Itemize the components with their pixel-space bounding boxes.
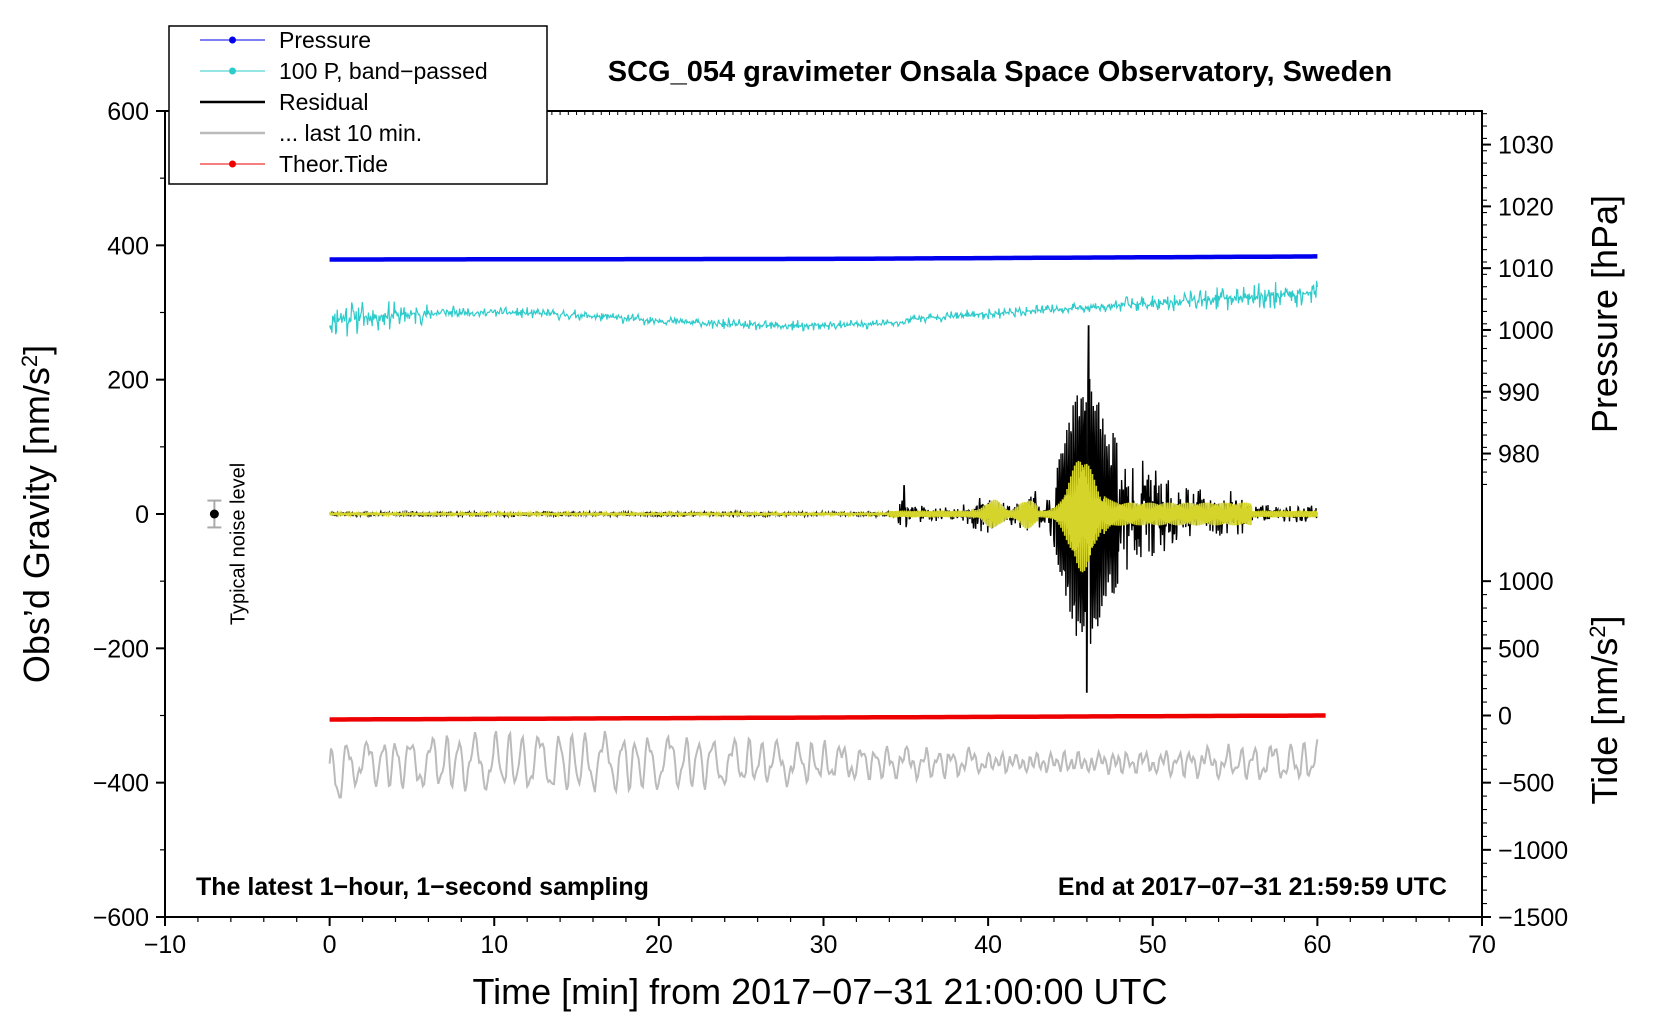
series-theor-tide: [329, 713, 1326, 722]
annotation-sampling: The latest 1−hour, 1−second sampling: [196, 873, 649, 901]
tide-tick-label: 0: [1498, 703, 1512, 731]
y-tick-label: 200: [107, 367, 149, 395]
legend-label: ... last 10 min.: [279, 120, 422, 146]
x-tick-label: 20: [645, 931, 673, 959]
noise-marker-group: Typical noise level: [207, 463, 249, 625]
x-tick-label: 40: [974, 931, 1002, 959]
y-axis-title-tide: Tide [nm/s2]: [1584, 616, 1625, 805]
y-axis-title-gravity-sup: 2: [17, 355, 42, 367]
y-axis-title-gravity-main: Obs’d Gravity [nm/s: [16, 367, 57, 683]
tide-tick-label: −500: [1498, 770, 1554, 798]
noise-point: [209, 509, 219, 519]
legend-items: Pressure 100 P, band−passed Residual ... la…: [200, 27, 488, 177]
series-last-10-min: [328, 730, 1319, 799]
tide-tick-label: 500: [1498, 635, 1540, 663]
series-filtered-residual: [328, 460, 1319, 573]
x-tick-label: 30: [810, 931, 838, 959]
pressure-tick-label: 1010: [1498, 255, 1554, 283]
pressure-tick-label: 990: [1498, 379, 1540, 407]
series-group: [328, 254, 1326, 799]
y-tick-label: 0: [135, 501, 149, 529]
y-tick-label: 600: [107, 98, 149, 126]
y-axis-tide: 1000 500 0 −500 −1000 −1500: [1482, 568, 1568, 932]
tide-tick-label: −1500: [1498, 904, 1568, 932]
annotation-end-time: End at 2017−07−31 21:59:59 UTC: [1058, 873, 1447, 901]
chart-title: SCG_054 gravimeter Onsala Space Observat…: [608, 56, 1392, 88]
pressure-tick-label: 1020: [1498, 193, 1554, 221]
tide-tick-label: 1000: [1498, 568, 1554, 596]
y-axis-title-tide-end: ]: [1584, 616, 1625, 626]
series-band-passed-pressure: [329, 280, 1318, 337]
y-axis-title-pressure: Pressure [hPa]: [1584, 195, 1625, 433]
x-tick-label: 10: [480, 931, 508, 959]
legend-label: Pressure: [279, 27, 371, 53]
x-tick-label: 0: [323, 931, 337, 959]
y-axis-title-gravity: Obs’d Gravity [nm/s2]: [16, 345, 57, 683]
x-axis-title: Time [min] from 2017−07−31 21:00:00 UTC: [472, 971, 1167, 1012]
y-tick-label: −200: [93, 635, 149, 663]
y-tick-label: −600: [93, 904, 149, 932]
pressure-tick-label: 1000: [1498, 317, 1554, 345]
x-tick-label: 60: [1303, 931, 1331, 959]
pressure-tick-label: 980: [1498, 441, 1540, 469]
x-tick-label: 50: [1139, 931, 1167, 959]
legend-marker: [229, 67, 236, 75]
legend: Pressure 100 P, band−passed Residual ... la…: [168, 25, 548, 185]
y-axis-title-tide-main: Tide [nm/s: [1584, 638, 1625, 805]
series-pressure: [329, 254, 1318, 262]
legend-label: Residual: [279, 89, 369, 115]
y-axis-gravity: 600 400 200 0 −200 −400 −600: [93, 98, 165, 932]
pressure-tick-label: 1030: [1498, 132, 1554, 160]
legend-marker: [229, 160, 236, 168]
legend-label: 100 P, band−passed: [279, 58, 488, 84]
y-axis-title-gravity-end: ]: [16, 345, 57, 355]
y-axis-pressure: 1030 1020 1010 1000 990 980: [1482, 113, 1554, 485]
legend-marker: [229, 36, 236, 44]
x-tick-label: −10: [144, 931, 186, 959]
noise-label: Typical noise level: [227, 463, 249, 625]
y-axis-title-tide-sup: 2: [1585, 626, 1610, 638]
tide-tick-label: −1000: [1498, 837, 1568, 865]
y-tick-label: 400: [107, 232, 149, 260]
x-tick-label: 70: [1468, 931, 1496, 959]
y-tick-label: −400: [93, 770, 149, 798]
legend-box: [168, 25, 548, 185]
legend-label: Theor.Tide: [279, 151, 388, 177]
